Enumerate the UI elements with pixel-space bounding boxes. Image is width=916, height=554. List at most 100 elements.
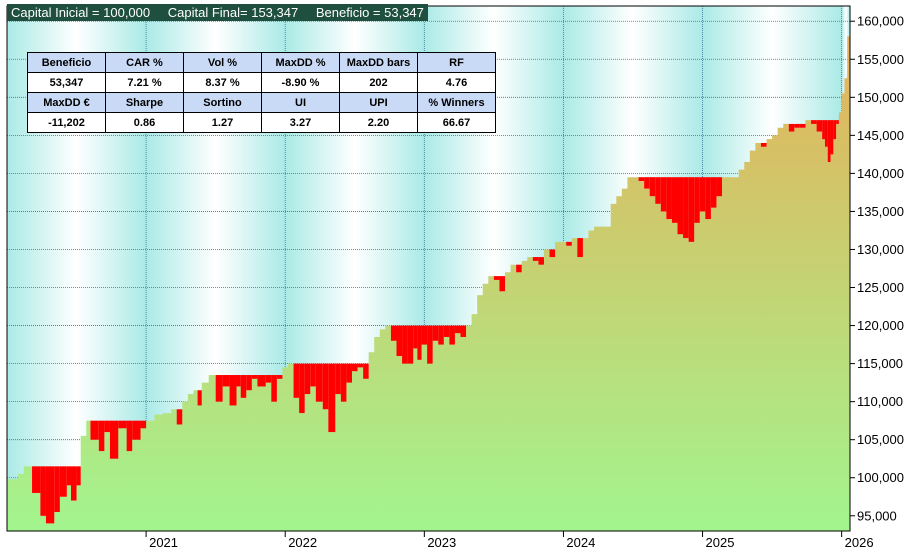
stats-header-cell: Vol % xyxy=(183,52,262,73)
drawdown-bar xyxy=(126,420,133,452)
drawdown-bar xyxy=(357,363,364,368)
drawdown-bar xyxy=(833,120,837,140)
x-tick-label: 2026 xyxy=(845,535,874,550)
drawdown-bar xyxy=(70,466,77,501)
stats-value-cell: 53,347 xyxy=(27,72,106,93)
stats-value-cell: 3.27 xyxy=(261,112,340,133)
drawdown-bar xyxy=(90,420,99,440)
drawdown-bar xyxy=(229,375,237,406)
x-tick-label: 2021 xyxy=(149,535,178,550)
drawdown-bar xyxy=(45,466,55,524)
drawdown-bar xyxy=(532,257,539,261)
drawdown-bar xyxy=(240,375,247,398)
drawdown-bar xyxy=(694,177,700,223)
drawdown-bar xyxy=(566,241,572,246)
drawdown-bar xyxy=(66,466,71,486)
drawdown-bar xyxy=(830,120,834,155)
stats-value-cell: 1.27 xyxy=(183,112,262,133)
drawdown-bar xyxy=(794,123,800,128)
y-tick-label: 100,000 xyxy=(857,470,904,485)
y-tick-label: 150,000 xyxy=(857,90,904,105)
x-tick-label: 2023 xyxy=(427,535,456,550)
x-tick-label: 2024 xyxy=(566,535,595,550)
y-tick-label: 135,000 xyxy=(857,204,904,219)
stats-value-cell: 2.20 xyxy=(339,112,418,133)
drawdown-bar xyxy=(666,177,672,220)
drawdown-bar xyxy=(109,420,119,459)
drawdown-bar xyxy=(538,257,544,265)
drawdown-bar xyxy=(449,325,455,345)
y-tick-label: 155,000 xyxy=(857,52,904,67)
drawdown-bar xyxy=(827,120,831,162)
drawdown-bar xyxy=(710,177,717,208)
drawdown-bar xyxy=(346,363,352,383)
stats-value-cell: -8.90 % xyxy=(261,72,340,93)
drawdown-bar xyxy=(257,375,266,387)
equity-area xyxy=(7,36,850,531)
drawdown-bar xyxy=(276,375,283,379)
drawdown-bar xyxy=(299,363,305,414)
drawdown-bar xyxy=(54,466,60,512)
stats-header-cell: UPI xyxy=(339,92,418,113)
drawdown-bar xyxy=(328,363,336,433)
stats-header-cell: Beneficio xyxy=(27,52,106,73)
drawdown-bar xyxy=(688,177,695,242)
y-tick-label: 95,000 xyxy=(857,508,897,523)
drawdown-bar xyxy=(493,276,500,280)
drawdown-bar xyxy=(816,120,823,132)
y-tick-label: 105,000 xyxy=(857,432,904,447)
drawdown-bar xyxy=(396,325,403,356)
drawdown-bar xyxy=(351,363,358,372)
plot-frame xyxy=(6,5,851,532)
drawdown-bar xyxy=(197,390,202,406)
drawdown-bar xyxy=(98,420,105,452)
drawdown-bar xyxy=(304,363,311,395)
drawdown-bar xyxy=(677,177,684,235)
drawdown-bar xyxy=(402,325,408,364)
stats-value-cell: 8.37 % xyxy=(183,72,262,93)
stats-header-row: Beneficio CAR % Vol % MaxDD % MaxDD bars… xyxy=(27,52,496,73)
drawdown-bar xyxy=(293,363,300,398)
drawdown-bar xyxy=(407,325,414,364)
y-tick-label: 130,000 xyxy=(857,242,904,257)
stats-header-cell: CAR % xyxy=(105,52,184,73)
stats-value-row: 53,347 7.21 % 8.37 % -8.90 % 202 4.76 xyxy=(27,72,496,93)
stats-header-cell: MaxDD € xyxy=(27,92,106,113)
y-tick-label: 120,000 xyxy=(857,318,904,333)
drawdown-bar xyxy=(340,363,347,402)
drawdown-bar xyxy=(246,375,252,391)
capital-final-label: Capital Final= 153,347 xyxy=(167,5,299,20)
drawdown-bar xyxy=(104,420,110,433)
drawdown-bar xyxy=(705,177,711,220)
drawdown-bar xyxy=(118,420,127,429)
stats-value-cell: 4.76 xyxy=(417,72,496,93)
y-tick-label: 140,000 xyxy=(857,166,904,181)
drawdown-bar xyxy=(788,123,795,132)
stats-header-row: MaxDD € Sharpe Sortino UI UPI % Winners xyxy=(27,92,496,113)
stats-header-cell: MaxDD % xyxy=(261,52,340,73)
stats-value-cell: 66.67 xyxy=(417,112,496,133)
x-tick-label: 2025 xyxy=(706,535,735,550)
drawdown-bar xyxy=(271,375,277,402)
stats-value-cell: -11,202 xyxy=(27,112,106,133)
drawdown-bar xyxy=(443,325,450,337)
drawdown-bar xyxy=(363,363,369,379)
stats-header-cell: UI xyxy=(261,92,340,113)
drawdown-bar xyxy=(222,375,230,387)
drawdown-bar xyxy=(59,466,67,497)
drawdown-bar xyxy=(265,375,272,383)
drawdown-bar xyxy=(132,420,141,440)
y-tick-label: 160,000 xyxy=(857,14,904,29)
drawdown-bar xyxy=(644,177,650,189)
stats-header-cell: MaxDD bars xyxy=(339,52,418,73)
stats-header-cell: Sortino xyxy=(183,92,262,113)
capital-summary-header: Capital Inicial = 100,000 Capital Final=… xyxy=(7,4,428,21)
x-tick-label: 2022 xyxy=(288,535,317,550)
beneficio-label: Beneficio = 53,347 xyxy=(315,5,424,20)
drawdown-bar xyxy=(454,325,461,334)
drawdown-bar xyxy=(549,249,556,258)
drawdown-bar xyxy=(799,123,806,128)
drawdown-bar xyxy=(577,238,583,258)
drawdown-bar xyxy=(432,325,439,341)
